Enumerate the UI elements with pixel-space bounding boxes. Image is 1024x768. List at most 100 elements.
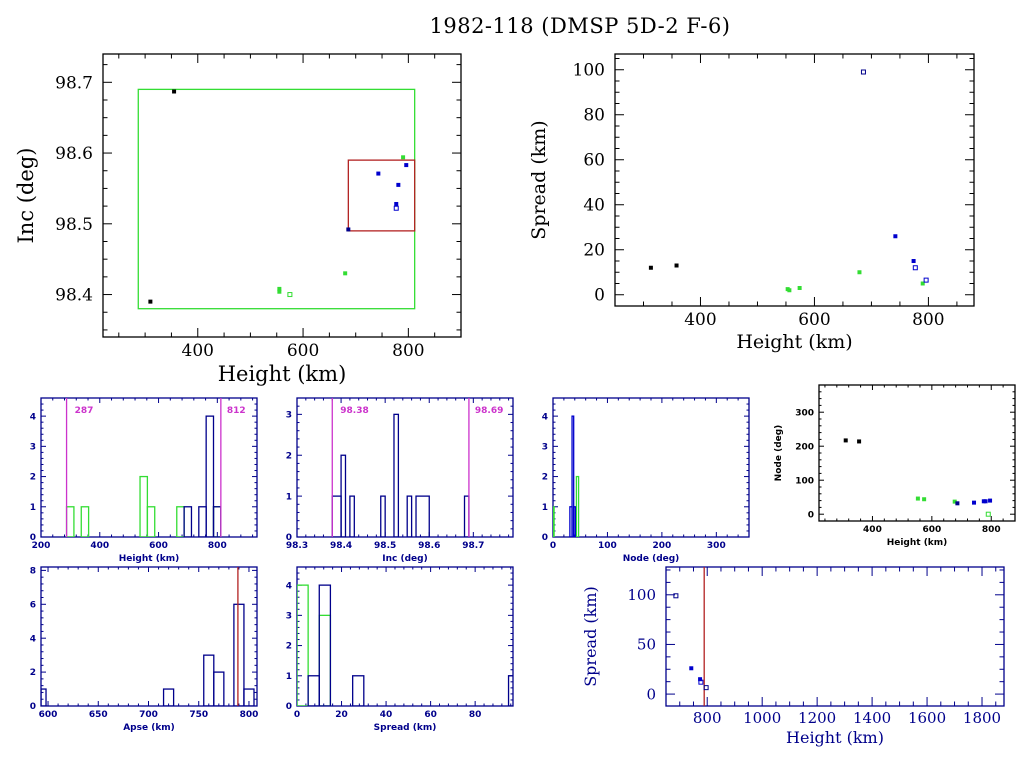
limit-label: 98.38 — [340, 406, 368, 416]
x-tick-label: 1800 — [963, 709, 1001, 727]
x-tick-label: 800 — [208, 541, 227, 551]
y-tick-label: 50 — [637, 636, 656, 654]
x-tick-label: 98.6 — [418, 541, 440, 551]
x-axis-label: Spread (km) — [374, 723, 437, 733]
data-point — [396, 182, 401, 187]
y-axis-label: Spread (km) — [581, 586, 600, 687]
x-tick-label: 1200 — [798, 709, 836, 727]
y-tick-label: 98.5 — [55, 215, 93, 235]
histogram-bar-green — [176, 506, 185, 537]
x-axis-label: Height (km) — [887, 538, 948, 548]
x-tick-label: 750 — [189, 710, 208, 720]
histogram-bar-green — [146, 506, 156, 537]
y-tick-label: 0 — [286, 533, 292, 543]
y-tick-label: 2 — [286, 451, 292, 461]
y-tick-label: 0 — [30, 533, 36, 543]
y-axis-label: Node (deg) — [774, 425, 784, 482]
data-point — [860, 69, 866, 75]
x-tick-label: 40 — [380, 710, 393, 720]
limit-label: 287 — [75, 406, 94, 416]
y-tick-label: 3 — [286, 611, 292, 621]
histogram-bar-all — [406, 495, 413, 537]
x-axis-label: Height (km) — [119, 554, 180, 564]
data-point — [893, 234, 898, 239]
data-point — [277, 289, 282, 294]
x-tick-label: 20 — [335, 710, 348, 720]
data-point — [401, 155, 406, 160]
x-tick-label: 650 — [89, 710, 108, 720]
data-point — [277, 286, 282, 291]
histogram-bar-all — [213, 671, 225, 706]
x-tick-label: 0 — [550, 541, 556, 551]
data-point — [346, 227, 351, 232]
histogram-bar-all — [331, 495, 342, 537]
histogram-bar-all — [243, 688, 255, 706]
histogram-bar-all — [162, 688, 175, 706]
plot-frame — [665, 566, 1005, 707]
histogram-bar-blue — [573, 506, 576, 537]
y-tick-label: 6 — [30, 600, 36, 610]
histogram-bar-all — [233, 603, 245, 706]
limit-label: 98.69 — [475, 406, 503, 416]
data-point — [912, 265, 918, 271]
y-tick-label: 1 — [30, 503, 36, 513]
data-point — [911, 259, 916, 263]
panel-spread-histogram: 0 20 40 60 80 0 1 2 3 4 Spread (km) — [286, 566, 514, 733]
chart-title: 1982-118 (DMSP 5D-2 F-6) — [429, 14, 731, 38]
x-tick-label: 100 — [598, 541, 617, 551]
x-tick-label: 80 — [469, 710, 482, 720]
data-point — [952, 499, 957, 504]
y-tick-label: 2 — [286, 642, 292, 652]
red-range-box — [347, 159, 416, 232]
histogram-bar-blue — [205, 415, 215, 537]
panel-node-histogram: 0 100 200 300 0 1 2 3 4 Node (deg) — [542, 397, 750, 564]
x-tick-label: 1000 — [743, 709, 781, 727]
plot-frame — [614, 53, 975, 307]
histogram-bar-green — [80, 506, 90, 537]
data-point — [703, 685, 709, 691]
x-tick-label: 98.4 — [330, 541, 352, 551]
data-point — [674, 263, 679, 268]
y-tick-label: 0 — [30, 702, 36, 712]
x-tick-label: 600 — [39, 710, 58, 720]
y-tick-label: 1 — [286, 672, 292, 682]
histogram-bar-all — [340, 454, 347, 537]
y-tick-label: 98.4 — [55, 286, 93, 306]
x-axis-label: Height (km) — [786, 728, 884, 747]
x-axis-label: Height (km) — [736, 331, 852, 353]
histogram-bar-all — [463, 495, 470, 537]
y-tick-label: 3 — [30, 442, 36, 452]
histogram-bar-green — [65, 506, 75, 537]
x-axis-label: Apse (km) — [123, 723, 175, 733]
x-axis-label: Node (deg) — [623, 554, 680, 564]
data-point — [923, 277, 929, 283]
y-tick-label: 300 — [795, 408, 814, 418]
data-point — [648, 265, 653, 270]
data-point — [394, 201, 399, 206]
plot-area — [673, 567, 709, 706]
x-tick-label: 800 — [982, 525, 1001, 535]
data-point — [698, 679, 704, 685]
data-point — [376, 171, 381, 176]
x-tick-label: 600 — [149, 541, 168, 551]
plot-area — [65, 398, 222, 537]
x-tick-label: 600 — [798, 310, 830, 330]
panel-spread-vs-height-wide: 800 1000 1200 1400 1600 1800 0 50 100 Height (km)… — [581, 566, 1005, 747]
y-tick-label: 4 — [286, 581, 292, 591]
data-point — [287, 292, 293, 298]
limit-label: 812 — [227, 406, 246, 416]
histogram-bar-all — [41, 688, 47, 706]
histogram-bar-green — [553, 506, 555, 537]
y-tick-label: 4 — [30, 412, 36, 422]
x-tick-label: 400 — [90, 541, 109, 551]
x-axis-label: Inc (deg) — [382, 554, 427, 564]
histogram-bar-blue — [307, 675, 320, 706]
plot-area — [331, 398, 470, 537]
histogram-bar-blue — [571, 415, 575, 537]
y-tick-label: 4 — [30, 634, 36, 644]
plot-frame — [552, 397, 750, 538]
histogram-bar-all — [203, 654, 215, 706]
x-tick-label: 800 — [240, 710, 259, 720]
y-tick-label: 4 — [542, 412, 548, 422]
